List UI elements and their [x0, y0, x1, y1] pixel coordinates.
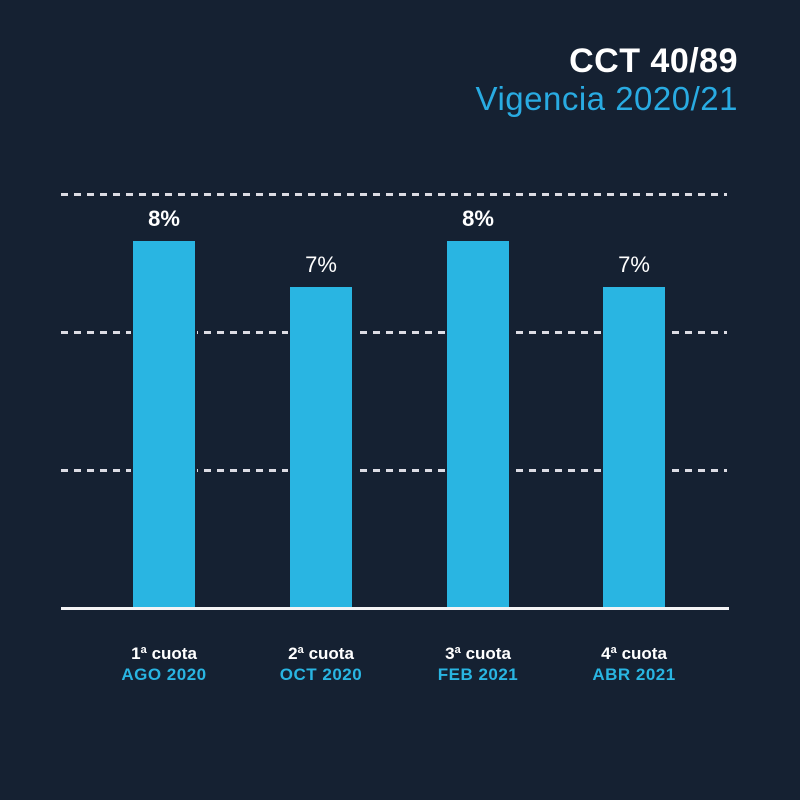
chart-header: CCT 40/89 Vigencia 2020/21	[476, 42, 738, 117]
chart-title: CCT 40/89	[569, 42, 738, 80]
cuota-label: 2ª cuota	[288, 644, 354, 663]
date-label: ABR 2021	[592, 665, 676, 684]
cuota-label: 1ª cuota	[131, 644, 197, 663]
date-label: OCT 2020	[279, 665, 363, 684]
value-label-2: 7%	[305, 252, 337, 277]
x-axis-baseline	[61, 607, 729, 610]
x-label-1: 1ª cuota AGO 2020	[86, 644, 242, 685]
bar-4	[603, 287, 665, 609]
date-label: AGO 2020	[121, 665, 207, 684]
bar-3	[447, 241, 509, 609]
chart-subtitle: Vigencia 2020/21	[475, 80, 738, 117]
date-label: FEB 2021	[437, 665, 519, 684]
gridline-6pct	[61, 331, 727, 334]
x-label-3: 3ª cuota FEB 2021	[400, 644, 556, 685]
value-label-3: 8%	[462, 206, 494, 231]
bar-2	[290, 287, 352, 609]
x-label-2: 2ª cuota OCT 2020	[243, 644, 399, 685]
cuota-label: 3ª cuota	[445, 644, 511, 663]
gridline-3pct	[61, 469, 727, 472]
cuota-label: 4ª cuota	[601, 644, 667, 663]
bar-1	[133, 241, 195, 609]
gridline-9pct	[61, 193, 727, 196]
x-label-4: 4ª cuota ABR 2021	[556, 644, 712, 685]
value-label-1: 8%	[148, 206, 180, 231]
value-label-4: 7%	[618, 252, 650, 277]
